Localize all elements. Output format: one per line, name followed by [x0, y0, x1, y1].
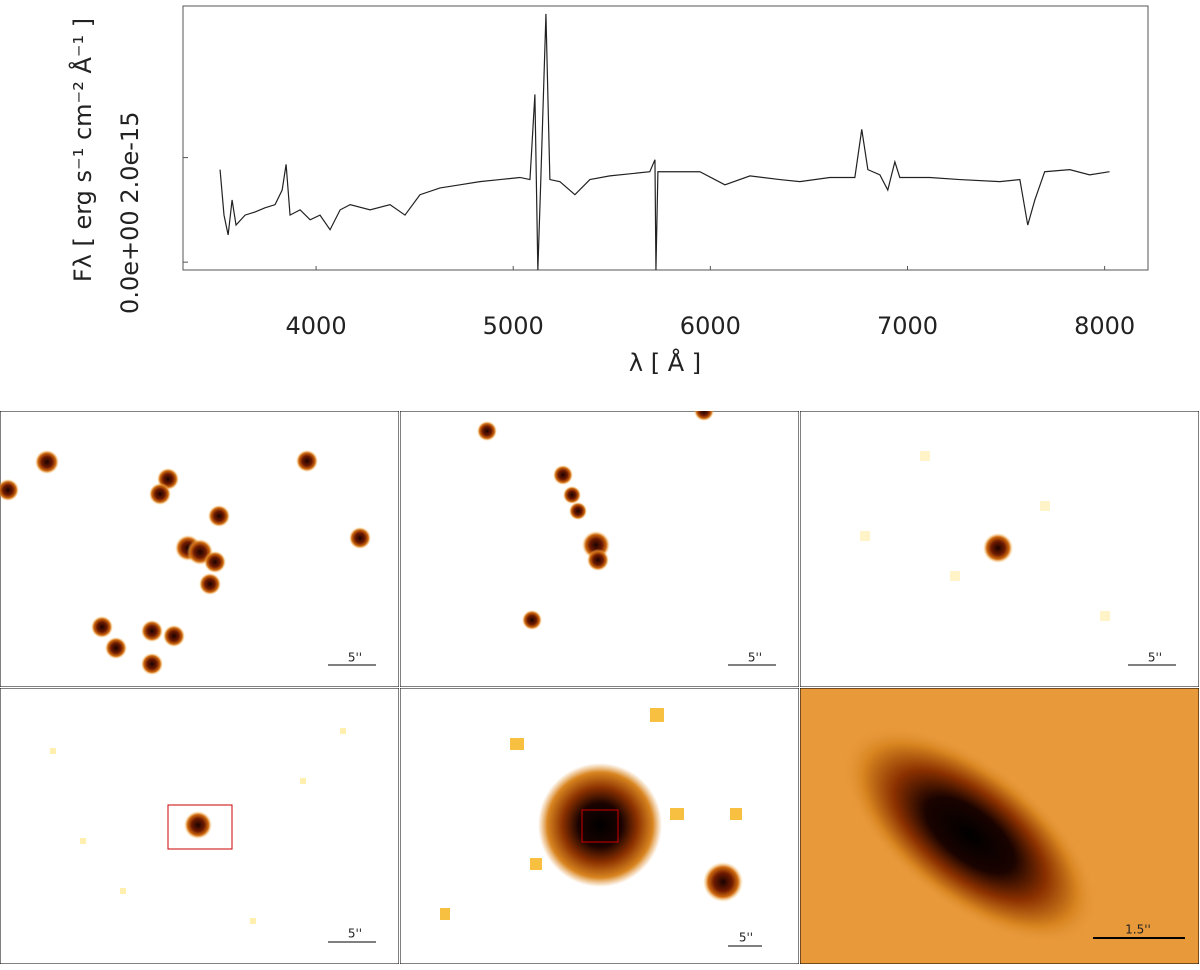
image-panel: [400, 411, 799, 687]
plot-frame: [182, 5, 1149, 271]
x-tick-label: 5000: [483, 312, 544, 340]
spectrum-line: [219, 13, 1110, 271]
y-axis-label: Fλ [ erg s⁻¹ cm⁻² Å⁻¹ ]: [68, 18, 97, 282]
x-tick-label: 4000: [286, 312, 347, 340]
image-panel: [800, 688, 1199, 964]
x-axis-label: λ [ Å ]: [629, 348, 701, 377]
y-tick-label: 2.0e-15: [116, 112, 144, 204]
scale-label: 5'': [1148, 651, 1162, 665]
x-tick-label: 8000: [1074, 312, 1135, 340]
x-tick-label: 7000: [877, 312, 938, 340]
image-panel: [0, 688, 399, 964]
x-tick-label: 6000: [680, 312, 741, 340]
scale-label: 5'': [348, 927, 362, 941]
scale-label: 5'': [748, 651, 762, 665]
scale-label: 1.5'': [1125, 923, 1151, 937]
image-panel: [800, 411, 1199, 687]
image-panel: [0, 411, 399, 687]
image-panel: [400, 688, 799, 964]
scale-label: 5'': [739, 931, 753, 945]
y-tick-label: 0.0e+00: [116, 210, 144, 314]
scale-label: 5'': [348, 651, 362, 665]
